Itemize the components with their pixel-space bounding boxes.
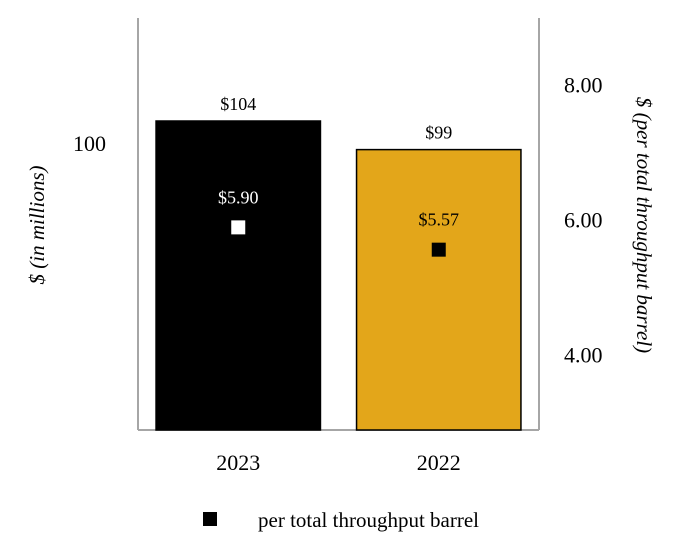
- per-barrel-value-label: $5.57: [419, 210, 460, 230]
- per-barrel-value-label: $5.90: [218, 187, 259, 207]
- bars: [155, 120, 522, 431]
- y-right-tick-label: 8.00: [564, 73, 603, 98]
- category-label: 2023: [216, 450, 260, 475]
- per-barrel-marker-2022: [431, 242, 446, 257]
- bar-value-label: $99: [425, 123, 452, 143]
- legend-label: per total throughput barrel: [258, 508, 479, 532]
- left-tick-labels: 100: [73, 131, 106, 156]
- bar-2023: [155, 120, 322, 431]
- bar-value-labels: $104 $99: [220, 94, 452, 143]
- per-barrel-marker-2023: [231, 220, 246, 235]
- category-label: 2022: [417, 450, 461, 475]
- y-tick-label: 100: [73, 131, 106, 156]
- right-tick-labels: 4.00 6.00 8.00: [564, 73, 603, 368]
- legend-marker: [203, 512, 217, 526]
- per-barrel-markers: [231, 220, 446, 257]
- y-right-tick-label: 4.00: [564, 343, 603, 368]
- bar-2022: [355, 148, 522, 431]
- per-barrel-value-labels: $5.90 $5.57: [218, 187, 459, 229]
- legend: per total throughput barrel: [203, 508, 479, 532]
- category-labels: 2023 2022: [216, 450, 461, 475]
- y-axis-label: $ (in millions): [25, 165, 49, 284]
- y-right-tick-label: 6.00: [564, 208, 603, 233]
- bar-value-label: $104: [220, 94, 256, 114]
- y-axis-right-label: $ (per total throughput barrel): [632, 97, 656, 353]
